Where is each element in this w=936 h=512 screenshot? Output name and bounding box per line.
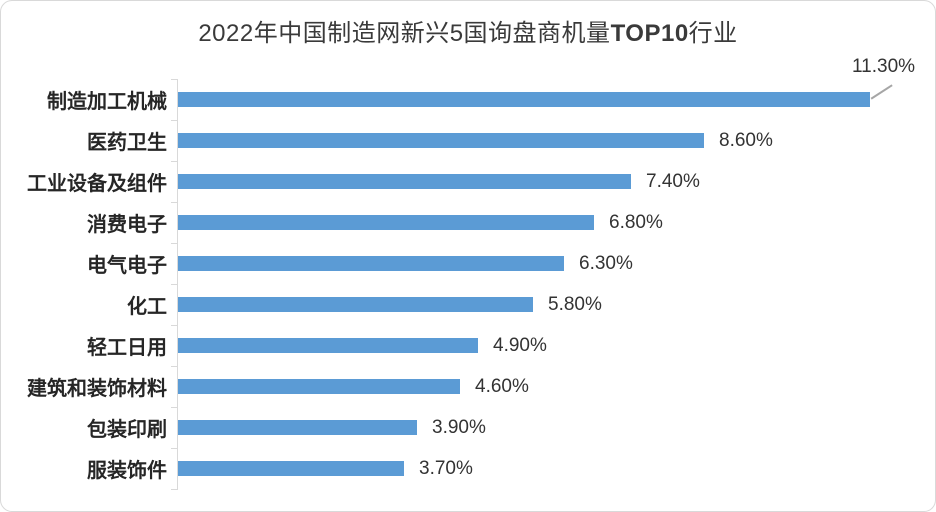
- category-label: 建筑和装饰材料: [27, 378, 167, 400]
- bar: [178, 461, 404, 476]
- category-label: 电气电子: [87, 255, 167, 277]
- axis-tick: [171, 161, 178, 162]
- value-label: 6.80%: [609, 211, 663, 233]
- bar: [178, 379, 460, 394]
- bar-row: 工业设备及组件 7.40%: [1, 161, 935, 202]
- axis-tick: [171, 489, 178, 490]
- axis-tick: [171, 243, 178, 244]
- rows: 制造加工机械 11.30% 医药卫生 8.60% 工业设备及组件 7.40% 消…: [1, 56, 935, 489]
- axis-tick: [171, 325, 178, 326]
- value-label: 6.30%: [579, 252, 633, 274]
- bar-area: 5.80%: [178, 284, 935, 325]
- axis-tick: [171, 284, 178, 285]
- chart-title-suffix: 行业: [688, 20, 738, 47]
- value-label: 5.80%: [548, 293, 602, 315]
- bar-area: 8.60%: [178, 120, 935, 161]
- bar: [178, 420, 417, 435]
- value-label: 4.60%: [475, 375, 529, 397]
- value-label: 7.40%: [646, 170, 700, 192]
- category-label: 化工: [127, 296, 167, 318]
- bar: [178, 92, 870, 107]
- bar-area: 7.40%: [178, 161, 935, 202]
- bar-area: 3.70%: [178, 448, 935, 489]
- bar: [178, 133, 704, 148]
- bar: [178, 215, 594, 230]
- axis-tick: [171, 448, 178, 449]
- axis-tick: [171, 366, 178, 367]
- axis-tick: [171, 202, 178, 203]
- category-label: 工业设备及组件: [27, 173, 167, 195]
- bar-area: 11.30%: [178, 56, 935, 120]
- bar-area: 6.30%: [178, 243, 935, 284]
- bar-area: 4.60%: [178, 366, 935, 407]
- bar-row: 化工 5.80%: [1, 284, 935, 325]
- chart-title: 2022年中国制造网新兴5国询盘商机量TOP10行业: [1, 19, 935, 49]
- bar-row: 轻工日用 4.90%: [1, 325, 935, 366]
- category-label: 消费电子: [87, 214, 167, 236]
- category-label: 制造加工机械: [47, 91, 167, 113]
- value-label: 3.70%: [419, 457, 473, 479]
- axis-tick: [171, 407, 178, 408]
- bar-row: 服装饰件 3.70%: [1, 448, 935, 489]
- bar: [178, 297, 533, 312]
- bar-row: 电气电子 6.30%: [1, 243, 935, 284]
- category-label: 包装印刷: [87, 419, 167, 441]
- bar-area: 4.90%: [178, 325, 935, 366]
- category-label: 医药卫生: [87, 132, 167, 154]
- value-label: 4.90%: [493, 334, 547, 356]
- bar: [178, 174, 631, 189]
- axis-tick: [171, 120, 178, 121]
- bar-row: 建筑和装饰材料 4.60%: [1, 366, 935, 407]
- value-label: 8.60%: [719, 129, 773, 151]
- chart-title-bold: TOP10: [610, 20, 689, 47]
- bar-row: 制造加工机械 11.30%: [1, 56, 935, 120]
- bar: [178, 256, 564, 271]
- chart-title-prefix: 2022年中国制造网新兴5国询盘商机量: [198, 20, 611, 47]
- bar-area: 6.80%: [178, 202, 935, 243]
- bar-row: 医药卫生 8.60%: [1, 120, 935, 161]
- value-label: 3.90%: [432, 416, 486, 438]
- bar-row: 包装印刷 3.90%: [1, 407, 935, 448]
- bar-row: 消费电子 6.80%: [1, 202, 935, 243]
- value-label: 11.30%: [852, 56, 916, 77]
- axis-tick: [171, 79, 178, 80]
- bar: [178, 338, 478, 353]
- bar-area: 3.90%: [178, 407, 935, 448]
- plot-area: 制造加工机械 11.30% 医药卫生 8.60% 工业设备及组件 7.40% 消…: [1, 56, 935, 490]
- category-label: 轻工日用: [87, 337, 167, 359]
- leader-line: [870, 84, 893, 100]
- category-label: 服装饰件: [87, 460, 167, 482]
